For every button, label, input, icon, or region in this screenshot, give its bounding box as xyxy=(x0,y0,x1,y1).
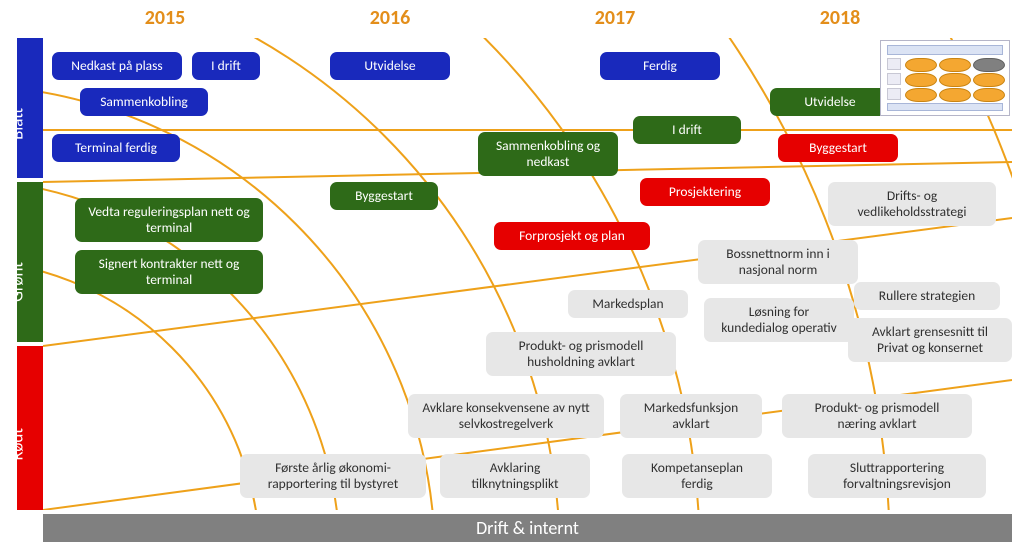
pill-item: Utvidelse xyxy=(330,52,450,80)
pill-item: Første årlig økonomi-rapportering til by… xyxy=(240,454,426,498)
pill-item: I drift xyxy=(633,116,741,144)
roadmap-diagram: 2015 2016 2017 2018 Blått Grønt Rødt Drift & … xyxy=(0,0,1024,559)
year-label-2017: 2017 xyxy=(595,6,636,30)
pill-item: Kompetanseplan ferdig xyxy=(622,454,772,498)
pill-item: Nedkast på plass xyxy=(52,52,182,80)
pill-item: Løsning for kundedialog operativ xyxy=(704,298,854,342)
pill-item: Terminal ferdig xyxy=(52,134,180,162)
thumbnail-diagram xyxy=(880,40,1010,116)
pill-item: Rullere strategien xyxy=(854,282,1000,310)
swimlane-label-rødt: Rødt xyxy=(7,428,28,461)
pill-item: I drift xyxy=(192,52,260,80)
year-label-2016: 2016 xyxy=(370,6,411,30)
pill-item: Forprosjekt og plan xyxy=(494,222,650,250)
pill-item: Markedsplan xyxy=(568,290,688,318)
pill-item: Sluttrapportering forvaltningsrevisjon xyxy=(808,454,986,498)
year-label-2018: 2018 xyxy=(820,6,861,30)
swimlane-label-grønt: Grønt xyxy=(7,262,28,302)
pill-item: Avklare konsekvensene av nytt selvkostre… xyxy=(408,394,604,438)
footer-bar: Drift & internt xyxy=(43,514,1012,542)
pill-item: Avklart grensesnitt til Privat og konser… xyxy=(848,318,1012,362)
pill-item: Byggestart xyxy=(778,134,898,162)
pill-item: Sammenkobling og nedkast xyxy=(478,132,618,176)
pill-item: Sammenkobling xyxy=(80,88,208,116)
pill-item: Utvidelse xyxy=(770,88,890,116)
pill-item: Prosjektering xyxy=(640,178,770,206)
pill-item: Produkt- og prismodell næring avklart xyxy=(782,394,972,438)
footer-label: Drift & internt xyxy=(476,517,579,539)
pill-item: Markedsfunksjon avklart xyxy=(620,394,762,438)
pill-item: Produkt- og prismodell husholdning avkla… xyxy=(486,332,676,376)
pill-item: Bossnettnorm inn i nasjonal norm xyxy=(698,240,858,284)
pill-item: Vedta reguleringsplan nett og terminal xyxy=(75,198,263,242)
swimlane-label-blått: Blått xyxy=(7,108,28,140)
pill-item: Ferdig xyxy=(600,52,720,80)
pill-item: Avklaring tilknytningsplikt xyxy=(440,454,590,498)
pill-item: Signert kontrakter nett og terminal xyxy=(75,250,263,294)
pill-item: Drifts- og vedlikeholdsstrategi xyxy=(828,182,996,226)
year-label-2015: 2015 xyxy=(145,6,186,30)
pill-item: Byggestart xyxy=(330,182,438,210)
